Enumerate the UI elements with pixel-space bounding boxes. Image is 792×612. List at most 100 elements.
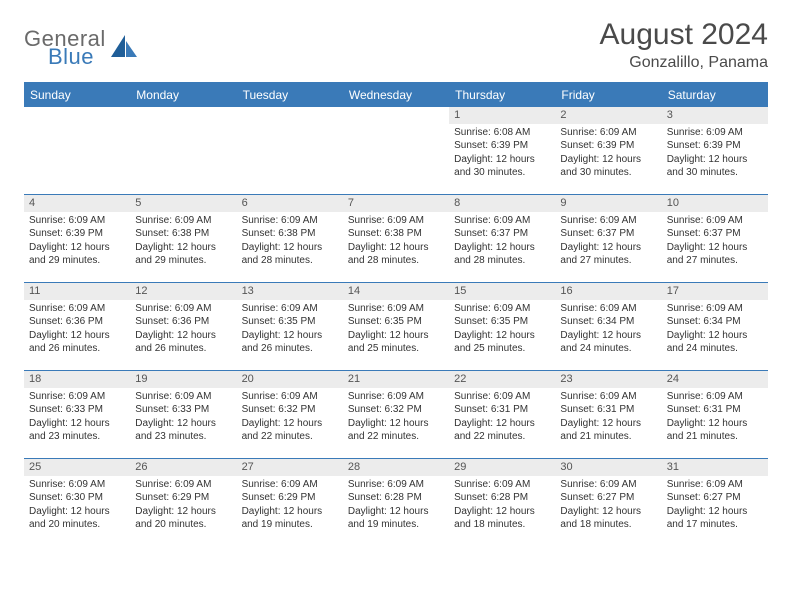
day-number: 22: [449, 371, 555, 388]
sunrise-line: Sunrise: 6:09 AM: [29, 302, 125, 316]
day-number: 7: [343, 195, 449, 212]
sunrise-line: Sunrise: 6:09 AM: [135, 302, 231, 316]
daylight-line: Daylight: 12 hours and 21 minutes.: [667, 417, 763, 444]
calendar-cell: 9Sunrise: 6:09 AMSunset: 6:37 PMDaylight…: [555, 194, 661, 282]
day-details: Sunrise: 6:09 AMSunset: 6:36 PMDaylight:…: [130, 300, 236, 361]
daylight-line: Daylight: 12 hours and 19 minutes.: [348, 505, 444, 532]
calendar-cell: 6Sunrise: 6:09 AMSunset: 6:38 PMDaylight…: [237, 194, 343, 282]
daylight-line: Daylight: 12 hours and 26 minutes.: [135, 329, 231, 356]
day-number: 3: [662, 107, 768, 124]
day-details: Sunrise: 6:09 AMSunset: 6:33 PMDaylight:…: [130, 388, 236, 449]
daylight-line: Daylight: 12 hours and 19 minutes.: [242, 505, 338, 532]
day-details: Sunrise: 6:09 AMSunset: 6:30 PMDaylight:…: [24, 476, 130, 537]
day-details: Sunrise: 6:09 AMSunset: 6:33 PMDaylight:…: [24, 388, 130, 449]
sunset-line: Sunset: 6:32 PM: [242, 403, 338, 417]
day-number: 17: [662, 283, 768, 300]
day-header: Tuesday: [237, 84, 343, 106]
calendar-cell-empty: [237, 106, 343, 194]
calendar-cell: 25Sunrise: 6:09 AMSunset: 6:30 PMDayligh…: [24, 458, 130, 546]
day-number: 16: [555, 283, 661, 300]
sunrise-line: Sunrise: 6:09 AM: [135, 214, 231, 228]
sunset-line: Sunset: 6:36 PM: [29, 315, 125, 329]
sunrise-line: Sunrise: 6:09 AM: [29, 390, 125, 404]
day-number: 2: [555, 107, 661, 124]
calendar-cell: 22Sunrise: 6:09 AMSunset: 6:31 PMDayligh…: [449, 370, 555, 458]
sunset-line: Sunset: 6:33 PM: [135, 403, 231, 417]
day-header: Saturday: [662, 84, 768, 106]
day-number: 18: [24, 371, 130, 388]
sunrise-line: Sunrise: 6:09 AM: [560, 126, 656, 140]
calendar-cell: 10Sunrise: 6:09 AMSunset: 6:37 PMDayligh…: [662, 194, 768, 282]
sunrise-line: Sunrise: 6:09 AM: [242, 478, 338, 492]
day-details: Sunrise: 6:09 AMSunset: 6:39 PMDaylight:…: [662, 124, 768, 185]
calendar-cell: 13Sunrise: 6:09 AMSunset: 6:35 PMDayligh…: [237, 282, 343, 370]
calendar-cell: 5Sunrise: 6:09 AMSunset: 6:38 PMDaylight…: [130, 194, 236, 282]
logo-text-blue: Blue: [48, 44, 94, 69]
sunrise-line: Sunrise: 6:08 AM: [454, 126, 550, 140]
daylight-line: Daylight: 12 hours and 26 minutes.: [242, 329, 338, 356]
daylight-line: Daylight: 12 hours and 30 minutes.: [667, 153, 763, 180]
day-number: 21: [343, 371, 449, 388]
sunrise-line: Sunrise: 6:09 AM: [667, 390, 763, 404]
daylight-line: Daylight: 12 hours and 23 minutes.: [29, 417, 125, 444]
day-details: Sunrise: 6:09 AMSunset: 6:37 PMDaylight:…: [555, 212, 661, 273]
calendar-cell: 17Sunrise: 6:09 AMSunset: 6:34 PMDayligh…: [662, 282, 768, 370]
day-number: 27: [237, 459, 343, 476]
daylight-line: Daylight: 12 hours and 26 minutes.: [29, 329, 125, 356]
daylight-line: Daylight: 12 hours and 24 minutes.: [667, 329, 763, 356]
day-number: 13: [237, 283, 343, 300]
daylight-line: Daylight: 12 hours and 29 minutes.: [135, 241, 231, 268]
day-details: Sunrise: 6:09 AMSunset: 6:32 PMDaylight:…: [237, 388, 343, 449]
sunset-line: Sunset: 6:35 PM: [454, 315, 550, 329]
sunrise-line: Sunrise: 6:09 AM: [242, 390, 338, 404]
calendar-cell: 4Sunrise: 6:09 AMSunset: 6:39 PMDaylight…: [24, 194, 130, 282]
day-number: 30: [555, 459, 661, 476]
day-number: 5: [130, 195, 236, 212]
sunrise-line: Sunrise: 6:09 AM: [135, 478, 231, 492]
daylight-line: Daylight: 12 hours and 22 minutes.: [454, 417, 550, 444]
daylight-line: Daylight: 12 hours and 25 minutes.: [454, 329, 550, 356]
sunrise-line: Sunrise: 6:09 AM: [454, 390, 550, 404]
sunrise-line: Sunrise: 6:09 AM: [667, 126, 763, 140]
sunset-line: Sunset: 6:35 PM: [348, 315, 444, 329]
day-details: Sunrise: 6:09 AMSunset: 6:34 PMDaylight:…: [555, 300, 661, 361]
sunrise-line: Sunrise: 6:09 AM: [560, 390, 656, 404]
day-number: 1: [449, 107, 555, 124]
calendar-cell: 7Sunrise: 6:09 AMSunset: 6:38 PMDaylight…: [343, 194, 449, 282]
day-details: Sunrise: 6:09 AMSunset: 6:31 PMDaylight:…: [662, 388, 768, 449]
day-number: 8: [449, 195, 555, 212]
calendar-cell: 15Sunrise: 6:09 AMSunset: 6:35 PMDayligh…: [449, 282, 555, 370]
day-details: Sunrise: 6:09 AMSunset: 6:29 PMDaylight:…: [130, 476, 236, 537]
sunset-line: Sunset: 6:39 PM: [667, 139, 763, 153]
daylight-line: Daylight: 12 hours and 20 minutes.: [135, 505, 231, 532]
sunrise-line: Sunrise: 6:09 AM: [560, 214, 656, 228]
day-number: 23: [555, 371, 661, 388]
sunrise-line: Sunrise: 6:09 AM: [454, 302, 550, 316]
logo-sail-icon: [111, 35, 137, 62]
calendar-cell: 28Sunrise: 6:09 AMSunset: 6:28 PMDayligh…: [343, 458, 449, 546]
sunrise-line: Sunrise: 6:09 AM: [348, 214, 444, 228]
sunset-line: Sunset: 6:27 PM: [560, 491, 656, 505]
daylight-line: Daylight: 12 hours and 27 minutes.: [667, 241, 763, 268]
day-details: Sunrise: 6:09 AMSunset: 6:36 PMDaylight:…: [24, 300, 130, 361]
sunset-line: Sunset: 6:37 PM: [667, 227, 763, 241]
day-header: Friday: [555, 84, 661, 106]
sunset-line: Sunset: 6:30 PM: [29, 491, 125, 505]
calendar-cell: 18Sunrise: 6:09 AMSunset: 6:33 PMDayligh…: [24, 370, 130, 458]
day-details: Sunrise: 6:09 AMSunset: 6:37 PMDaylight:…: [449, 212, 555, 273]
sunset-line: Sunset: 6:34 PM: [667, 315, 763, 329]
day-details: Sunrise: 6:09 AMSunset: 6:27 PMDaylight:…: [662, 476, 768, 537]
calendar-cell: 14Sunrise: 6:09 AMSunset: 6:35 PMDayligh…: [343, 282, 449, 370]
calendar-cell: 2Sunrise: 6:09 AMSunset: 6:39 PMDaylight…: [555, 106, 661, 194]
sunset-line: Sunset: 6:32 PM: [348, 403, 444, 417]
daylight-line: Daylight: 12 hours and 28 minutes.: [348, 241, 444, 268]
day-details: Sunrise: 6:09 AMSunset: 6:32 PMDaylight:…: [343, 388, 449, 449]
day-number: 19: [130, 371, 236, 388]
daylight-line: Daylight: 12 hours and 20 minutes.: [29, 505, 125, 532]
day-details: Sunrise: 6:09 AMSunset: 6:34 PMDaylight:…: [662, 300, 768, 361]
day-header: Wednesday: [343, 84, 449, 106]
daylight-line: Daylight: 12 hours and 21 minutes.: [560, 417, 656, 444]
daylight-line: Daylight: 12 hours and 27 minutes.: [560, 241, 656, 268]
day-number: 4: [24, 195, 130, 212]
day-details: Sunrise: 6:09 AMSunset: 6:28 PMDaylight:…: [449, 476, 555, 537]
